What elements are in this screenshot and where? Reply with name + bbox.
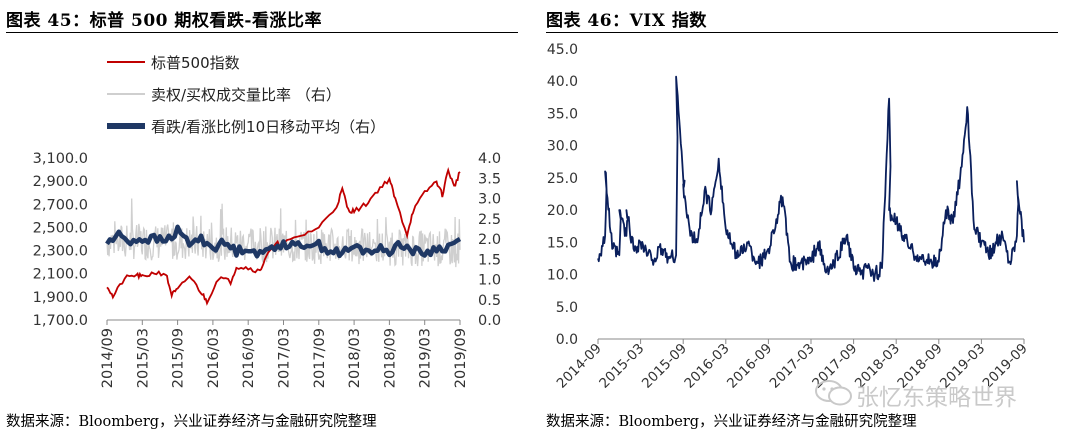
left-chart-title: 图表 45：标普 500 期权看跌-看涨比率: [6, 11, 322, 31]
y-right-tick-label: 3.0: [478, 192, 501, 208]
x-tick-label: 2016/03: [206, 328, 222, 388]
x-tick-label: 2015/09: [171, 328, 187, 388]
right-title-rule: [546, 32, 1058, 33]
y-tick-label: 20.0: [547, 203, 578, 219]
y-left-tick-label: 2,300.0: [33, 244, 88, 260]
x-tick-label: 2016/09: [241, 328, 257, 388]
y-left-tick-label: 2,500.0: [33, 220, 88, 236]
x-tick-label: 2019/03: [418, 328, 434, 388]
y-tick-label: 0.0: [556, 332, 578, 348]
y-left-tick-label: 2,100.0: [33, 267, 88, 283]
legend-label-2: 看跌/看涨比例10日移动平均（右）: [151, 118, 385, 136]
left-source-note: 数据来源：Bloomberg，兴业证券经济与金融研究院整理: [6, 414, 377, 430]
y-left-tick-label: 3,100.0: [33, 151, 88, 167]
y-right-tick-label: 1.0: [478, 273, 501, 289]
y-right-tick-label: 2.0: [478, 232, 501, 248]
y-right-tick-label: 0.5: [478, 293, 501, 309]
x-tick-label: 2016-03: [681, 341, 732, 392]
y-tick-label: 10.0: [547, 268, 578, 284]
left-title-rule: [6, 32, 518, 33]
x-tick-label: 2017/03: [277, 328, 293, 388]
x-tick-label: 2016-09: [724, 341, 775, 392]
y-tick-label: 40.0: [547, 74, 578, 90]
series-ma10-line: [105, 224, 462, 259]
x-tick-label: 2015/03: [135, 328, 151, 388]
y-left-tick-label: 1,900.0: [33, 290, 88, 306]
wechat-icon: [815, 380, 852, 406]
watermark-text: 张忆东策略世界: [856, 385, 1017, 411]
x-tick-label: 2014/09: [100, 328, 116, 388]
y-tick-label: 35.0: [547, 106, 578, 122]
y-tick-label: 25.0: [547, 171, 578, 187]
y-right-tick-label: 4.0: [478, 151, 501, 167]
y-tick-label: 30.0: [547, 139, 578, 155]
y-left-tick-label: 2,700.0: [33, 197, 88, 213]
x-tick-label: 2014-09: [554, 341, 605, 392]
x-tick-label: 2019/09: [453, 328, 469, 388]
x-tick-label: 2017/09: [312, 328, 328, 388]
watermark: 张忆东策略世界: [812, 376, 1062, 411]
x-tick-label: 2017-03: [767, 341, 818, 392]
y-tick-label: 15.0: [547, 235, 578, 251]
y-right-tick-label: 1.5: [478, 252, 501, 268]
right-source-note: 数据来源：Bloomberg，兴业证券经济与金融研究院整理: [546, 414, 917, 430]
y-tick-label: 5.0: [556, 300, 578, 316]
legend-label-1: 卖权/买权成交量比率 （右）: [151, 86, 341, 104]
y-right-tick-label: 0.0: [478, 313, 501, 329]
legend-label-0: 标普500指数: [151, 54, 240, 72]
y-left-tick-label: 2,900.0: [33, 174, 88, 190]
y-left-tick-label: 1,700.0: [33, 313, 88, 329]
x-tick-label: 2018/09: [382, 328, 398, 388]
y-tick-label: 45.0: [547, 42, 578, 58]
x-tick-label: 2015-03: [596, 341, 647, 392]
x-tick-label: 2015-09: [639, 341, 690, 392]
series-vix-line: [597, 75, 1025, 282]
x-tick-label: 2018/03: [347, 328, 363, 388]
y-right-tick-label: 2.5: [478, 212, 501, 228]
y-right-tick-label: 3.5: [478, 171, 501, 187]
right-chart-title: 图表 46：VIX 指数: [546, 11, 707, 31]
vix-chart: 0.0 5.0 10.0 15.0 20.0 25.0 30.0 35.0 40.0 45.0 20…: [547, 42, 1031, 392]
